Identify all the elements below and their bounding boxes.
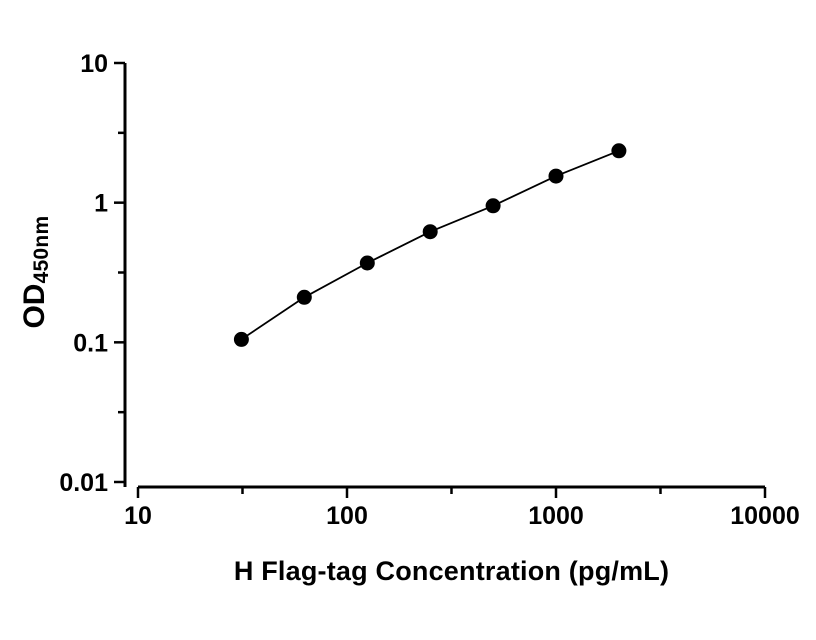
data-point [611, 143, 627, 159]
x-axis-title: H Flag-tag Concentration (pg/mL) [233, 556, 670, 586]
y-axis-title: OD450nm [18, 215, 54, 328]
y-tick-label: 10 [80, 50, 108, 78]
y-axis-title-main: OD [18, 283, 51, 329]
x-tick-label: 1000 [528, 502, 584, 530]
data-point [233, 331, 249, 347]
x-tick-label: 10 [124, 502, 152, 530]
data-point [485, 198, 501, 214]
data-point [359, 255, 375, 271]
x-tick-label: 10000 [730, 502, 800, 530]
data-point [296, 289, 312, 305]
y-tick-label: 0.1 [73, 329, 108, 357]
y-tick-label: 0.01 [59, 469, 108, 497]
y-tick-label: 1 [94, 190, 108, 218]
x-tick-label: 100 [326, 502, 368, 530]
y-axis-title-subscript: 450nm [30, 215, 53, 284]
data-point [422, 224, 438, 240]
data-point [548, 168, 564, 184]
